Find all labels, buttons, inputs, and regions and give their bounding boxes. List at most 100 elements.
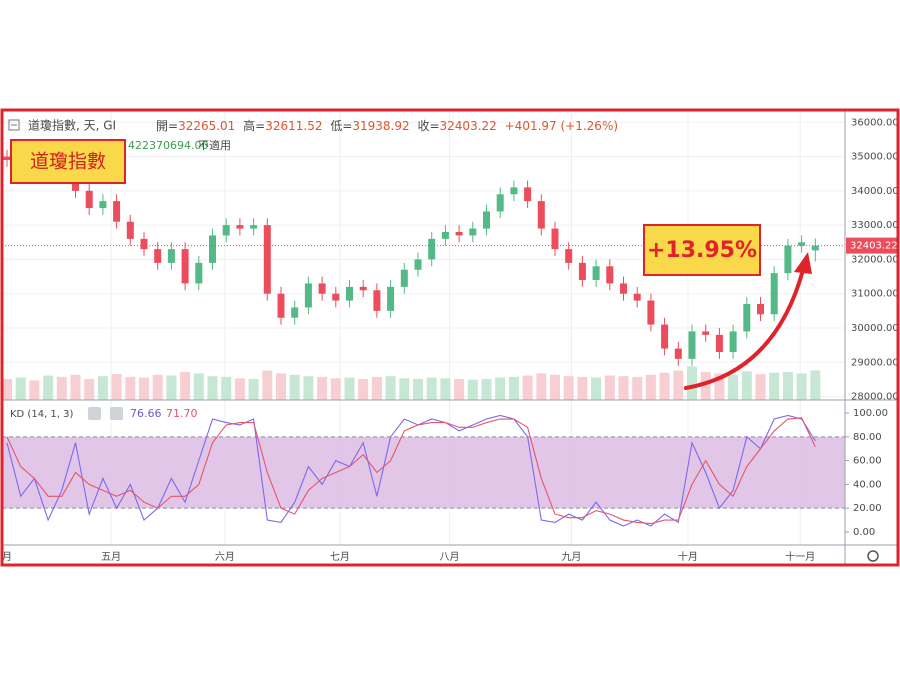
kd-remove-button[interactable]	[110, 407, 123, 420]
candle-body	[304, 283, 312, 308]
y-tick-label: 33000.00	[851, 220, 899, 231]
volume-bar	[782, 372, 793, 400]
volume-bar	[29, 380, 40, 400]
volume-bar	[289, 374, 300, 400]
last-price-label: 32403.22	[850, 241, 898, 252]
x-tick-label: 八月	[440, 551, 460, 563]
candle-body	[359, 286, 367, 291]
candle-body	[537, 201, 545, 229]
volume-bar	[687, 366, 697, 400]
candle-body	[113, 201, 121, 222]
volume-bar	[810, 370, 821, 400]
volume-bar	[659, 372, 670, 400]
candle-body	[3, 156, 11, 160]
candle-body	[346, 286, 353, 301]
volume-bar	[234, 378, 245, 400]
x-tick-label: 七月	[330, 551, 350, 563]
volume-na: 不適用	[198, 138, 231, 152]
x-tick-label: 六月	[215, 551, 235, 563]
volume-bar	[193, 373, 204, 400]
y-tick-label: 31000.00	[851, 289, 899, 300]
y-tick-label: 0.00	[853, 527, 875, 538]
high-value: 32611.52	[265, 119, 322, 133]
candle-body	[400, 269, 408, 287]
volume-bar	[440, 378, 451, 400]
volume-bar	[221, 376, 232, 400]
volume-bar	[618, 376, 629, 400]
volume-bar	[276, 373, 286, 400]
y-tick-label: 35000.00	[851, 152, 899, 163]
candle-body	[606, 266, 614, 284]
volume-bar	[399, 378, 410, 400]
y-tick-label: 80.00	[853, 432, 882, 443]
candle-body	[811, 245, 819, 251]
volume-bar	[700, 372, 711, 400]
candle-body	[661, 324, 669, 349]
candle-body	[715, 334, 723, 352]
volume-bar	[111, 374, 122, 400]
volume-bar	[303, 376, 314, 400]
candle-body	[688, 331, 696, 359]
x-tick-label: 月	[2, 551, 12, 563]
candle-body	[428, 238, 436, 260]
candle-body	[99, 201, 107, 208]
settings-gear[interactable]	[867, 550, 879, 562]
candle-body	[784, 245, 792, 274]
collapse-icon[interactable]	[8, 119, 20, 131]
volume-bar	[604, 375, 615, 400]
volume-bar	[673, 370, 684, 400]
y-tick-label: 60.00	[853, 456, 882, 467]
candle-body	[195, 262, 203, 284]
k-value: 76.66	[130, 407, 162, 420]
volume-bar	[413, 379, 423, 400]
y-tick-label: 29000.00	[851, 357, 899, 368]
candle-body	[167, 249, 175, 263]
open-value: 32265.01	[178, 119, 235, 133]
d-value: 71.70	[166, 407, 198, 420]
volume-bar	[796, 373, 807, 400]
y-tick-label: 28000.00	[851, 392, 899, 403]
candle-body	[647, 300, 655, 325]
volume-bar	[563, 376, 574, 400]
volume-bar	[97, 376, 108, 400]
kd-settings-button[interactable]	[88, 407, 101, 420]
candle-body	[578, 262, 586, 280]
kd-title[interactable]: KD (14, 1, 3)	[10, 409, 74, 420]
volume-bar	[43, 375, 54, 400]
volume-bar	[741, 371, 752, 400]
open-label: 開=	[156, 119, 178, 133]
candle-body	[633, 293, 641, 301]
volume-bar	[262, 370, 273, 400]
volume-bar	[495, 377, 506, 400]
trend-arrowhead	[794, 252, 812, 274]
volume-bar	[645, 374, 656, 400]
x-tick-label: 十月	[678, 550, 698, 563]
volume-bar	[385, 376, 396, 400]
candle-body	[524, 187, 532, 202]
candle-body	[551, 228, 559, 250]
candle-body	[483, 211, 490, 229]
candle-body	[140, 238, 148, 250]
candle-body	[332, 293, 340, 301]
volume-bar	[207, 376, 218, 400]
kd-line	[6, 414, 816, 527]
volume-bar	[330, 378, 341, 400]
volume-bar	[139, 377, 149, 400]
candle-body	[469, 228, 477, 236]
low-value: 31938.92	[352, 119, 409, 133]
candle-body	[414, 259, 422, 270]
volume-bar	[248, 379, 259, 400]
candle-body	[702, 331, 710, 335]
y-tick-label: 40.00	[853, 479, 882, 490]
symbol-name[interactable]: 道瓊指數, 天, GI	[28, 118, 116, 133]
kd-band	[2, 436, 845, 509]
volume-bar	[426, 377, 437, 400]
close-label: 收=	[417, 119, 439, 133]
x-tick-label: 十一月	[785, 550, 815, 563]
y-tick-label: 30000.00	[851, 323, 899, 334]
ohlc-readout: 開=32265.01 高=32611.52 低=31938.92 收=32403…	[156, 118, 618, 133]
candle-body	[181, 249, 189, 284]
volume-bar	[769, 372, 780, 400]
high-label: 高=	[243, 118, 265, 133]
